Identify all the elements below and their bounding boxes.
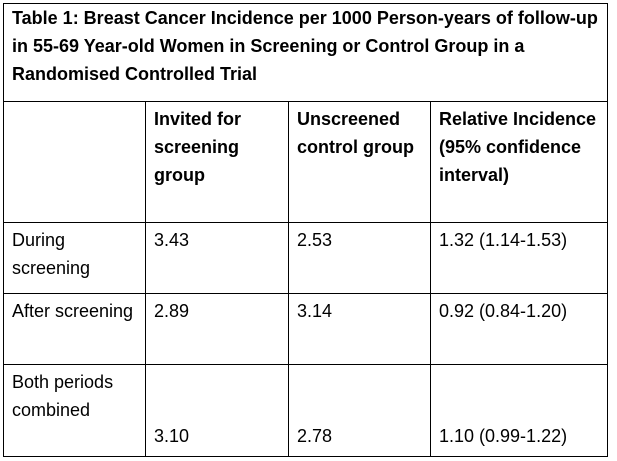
row-label: During screening <box>12 230 91 278</box>
row-label: Both periods combined <box>12 372 114 420</box>
incidence-table: Table 1: Breast Cancer Incidence per 100… <box>2 3 609 457</box>
table-row: After screening 2.89 3.14 0.92 (0.84-1.2… <box>3 293 609 365</box>
row-label-cell: After screening <box>3 293 146 365</box>
relative-value: 1.32 (1.14-1.53) <box>439 230 568 250</box>
relative-value: 0.92 (0.84-1.20) <box>439 301 568 321</box>
header-cell-relative: Relative Incidence (95% confidence inter… <box>429 101 609 223</box>
header-unscreened-label: Unscreened control group <box>297 109 414 157</box>
unscreened-value: 3.14 <box>297 301 333 321</box>
unscreened-value: 2.53 <box>297 230 333 250</box>
header-invited-label: Invited for screening group <box>154 109 242 185</box>
invited-value: 2.89 <box>154 301 190 321</box>
table-title: Table 1: Breast Cancer Incidence per 100… <box>12 8 598 84</box>
invited-value: 3.43 <box>154 230 190 250</box>
header-cell-empty <box>3 101 146 223</box>
relative-value-cell: 0.92 (0.84-1.20) <box>429 293 609 365</box>
table-title-cell: Table 1: Breast Cancer Incidence per 100… <box>2 3 609 102</box>
unscreened-value-cell: 2.78 <box>288 364 431 457</box>
unscreened-value-cell: 3.14 <box>288 293 431 365</box>
table-header-row: Invited for screening group Unscreened c… <box>3 101 609 223</box>
invited-value-cell: 3.10 <box>145 364 289 457</box>
table-row: During screening 3.43 2.53 1.32 (1.14-1.… <box>3 222 609 294</box>
row-label-cell: During screening <box>3 222 146 294</box>
header-cell-invited: Invited for screening group <box>145 101 289 223</box>
relative-value-cell: 1.10 (0.99-1.22) <box>429 364 609 457</box>
unscreened-value-cell: 2.53 <box>288 222 431 294</box>
table-row: Both periods combined 3.10 2.78 1.10 (0.… <box>3 364 609 457</box>
table-title-row: Table 1: Breast Cancer Incidence per 100… <box>2 3 609 102</box>
invited-value-cell: 2.89 <box>145 293 289 365</box>
invited-value: 3.10 <box>154 426 190 446</box>
row-label-cell: Both periods combined <box>3 364 146 457</box>
invited-value-cell: 3.43 <box>145 222 289 294</box>
row-label: After screening <box>12 301 134 321</box>
relative-value-cell: 1.32 (1.14-1.53) <box>429 222 609 294</box>
header-relative-label: Relative Incidence (95% confidence inter… <box>439 109 597 185</box>
header-cell-unscreened: Unscreened control group <box>288 101 431 223</box>
relative-value: 1.10 (0.99-1.22) <box>439 426 568 446</box>
unscreened-value: 2.78 <box>297 426 333 446</box>
